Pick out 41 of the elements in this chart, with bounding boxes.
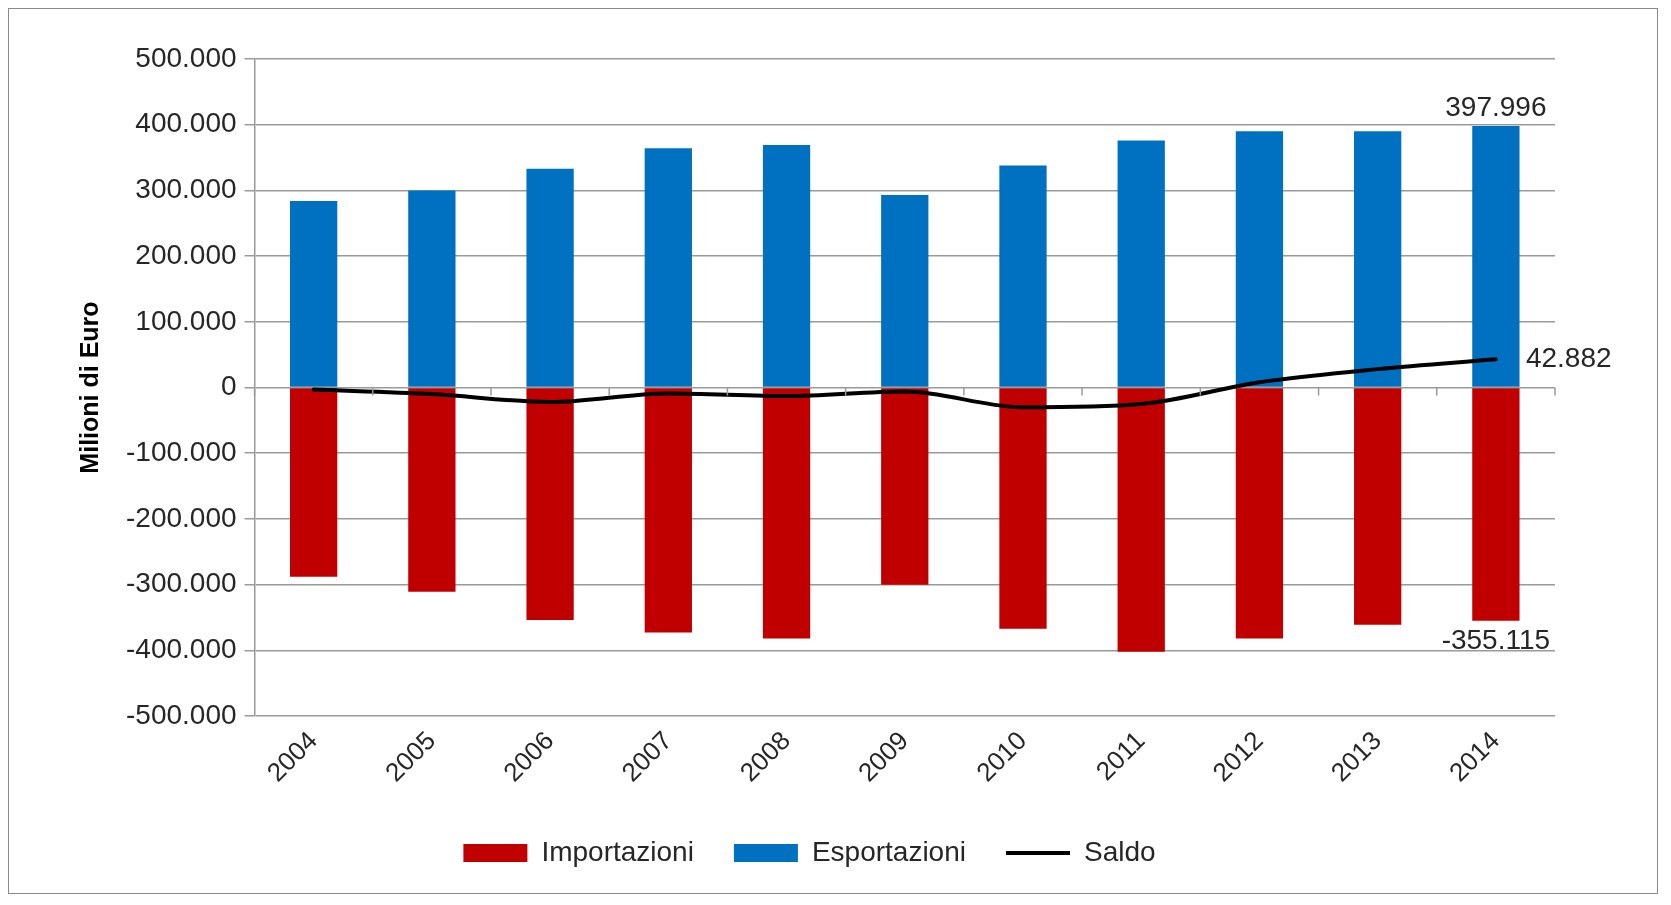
bar (762, 145, 811, 387)
bar (1472, 388, 1520, 621)
y-tick-label: -300.000 (125, 567, 237, 599)
y-tick-label: 500.000 (135, 41, 237, 73)
y-tick-label: -200.000 (125, 501, 237, 533)
y-tick-label: 100.000 (135, 304, 237, 336)
bar (1117, 140, 1165, 387)
bar (1472, 126, 1520, 387)
bar (999, 388, 1047, 629)
data-label: 42.882 (1525, 342, 1612, 374)
bar (1354, 388, 1402, 625)
bar (881, 388, 929, 585)
bar (1354, 131, 1402, 387)
y-axis-title: Milioni di Euro (74, 301, 103, 474)
bar (408, 388, 456, 592)
bar (408, 190, 456, 387)
line-series (311, 357, 1498, 410)
data-label: 397.996 (1445, 90, 1547, 122)
y-tick-label: -400.000 (125, 633, 237, 665)
bar (881, 195, 929, 387)
bar (644, 148, 692, 387)
legend-label: Importazioni (541, 835, 694, 867)
data-label: -355.115 (1441, 623, 1551, 655)
y-tick-label: 200.000 (135, 238, 237, 270)
bar (644, 388, 692, 633)
bar (1235, 131, 1284, 387)
legend-label: Saldo (1083, 835, 1156, 867)
bar (762, 388, 811, 639)
y-tick-label: 300.000 (135, 173, 237, 205)
bar (999, 165, 1047, 387)
bar (290, 200, 338, 387)
bar (526, 388, 574, 621)
y-tick-label: -100.000 (125, 435, 237, 467)
y-tick-label: 0 (220, 370, 237, 402)
y-tick-label: 400.000 (135, 107, 237, 139)
y-tick-label: -500.000 (125, 698, 237, 730)
bar (1117, 388, 1165, 652)
bar (526, 168, 574, 387)
bar (1235, 388, 1284, 639)
bar (290, 388, 338, 577)
legend-label: Esportazioni (811, 835, 966, 867)
